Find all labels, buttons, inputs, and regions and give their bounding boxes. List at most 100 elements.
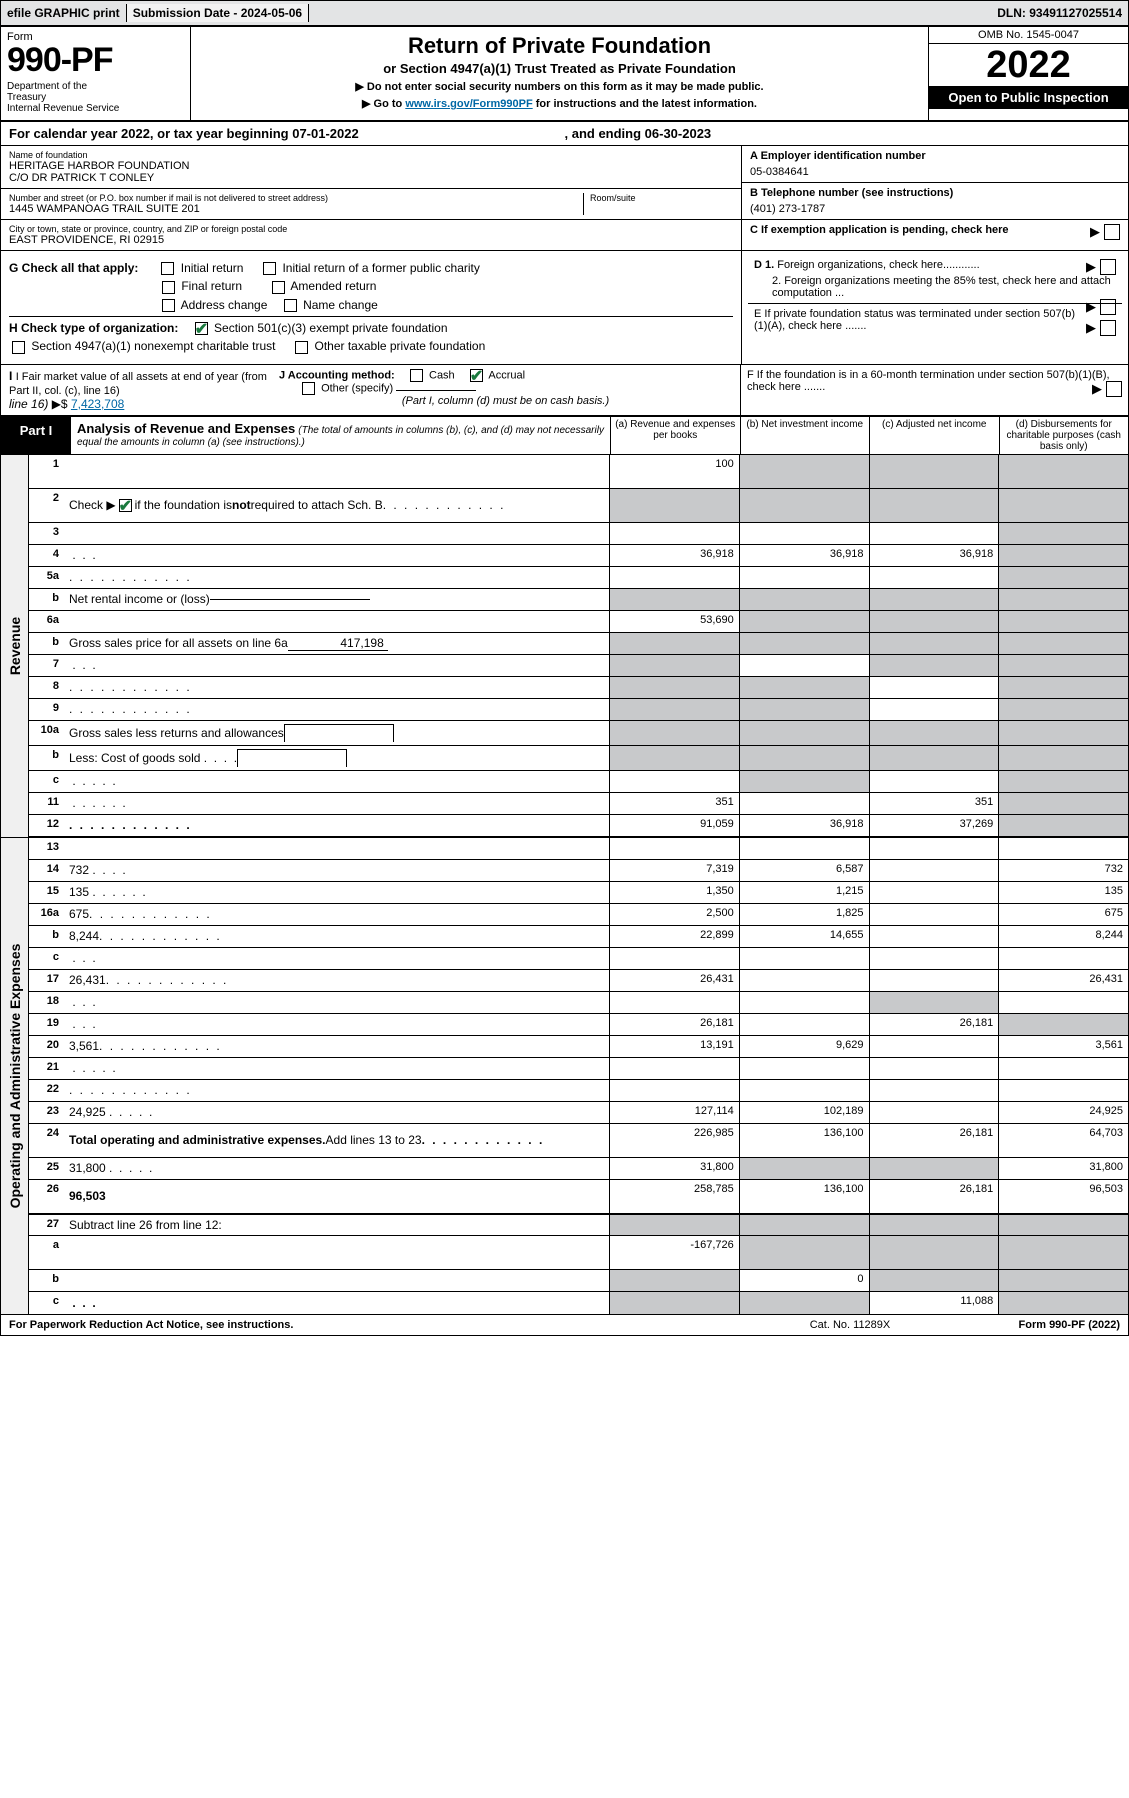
arrow-icon: ▶ [1090, 224, 1100, 240]
row-27c: c . . .11,088 [29, 1292, 1128, 1314]
dln: DLN: 93491127025514 [991, 4, 1128, 22]
row-27a: a-167,726 [29, 1236, 1128, 1270]
check-right: D 1. Foreign organizations, check here..… [741, 251, 1128, 364]
accrual-chk[interactable] [470, 369, 483, 382]
row-7: 7 . . . [29, 655, 1128, 677]
row-10a: 10aGross sales less returns and allowanc… [29, 721, 1128, 746]
row-20: 203,56113,1919,6293,561 [29, 1036, 1128, 1058]
form-container: Form 990-PF Department of theTreasuryInt… [0, 26, 1129, 1336]
footer-cat: Cat. No. 11289X [760, 1319, 940, 1331]
form-dept: Department of theTreasuryInternal Revenu… [7, 81, 184, 114]
footer-form: Form 990-PF (2022) [940, 1319, 1120, 1331]
f-cell: F If the foundation is in a 60-month ter… [741, 365, 1128, 415]
part1-label: Part I [1, 417, 71, 454]
amended-return-chk[interactable] [272, 281, 285, 294]
initial-former-chk[interactable] [263, 262, 276, 275]
part1-desc: Analysis of Revenue and Expenses (The to… [71, 417, 611, 454]
e-checkbox[interactable] [1100, 320, 1116, 336]
irs-link[interactable]: www.irs.gov/Form990PF [405, 98, 532, 110]
cash-chk[interactable] [410, 369, 423, 382]
tax-year: 2022 [929, 44, 1128, 86]
row-16c: c . . . [29, 948, 1128, 970]
revenue-grid: Revenue 1100 2Check ▶ if the foundation … [1, 455, 1128, 837]
form-note-2: ▶ Go to www.irs.gov/Form990PF for instru… [201, 97, 918, 110]
row-17: 1726,43126,43126,431 [29, 970, 1128, 992]
expenses-rows: 13 14732 . . . .7,3196,587732 15135 . . … [29, 838, 1128, 1314]
check-left: G Check all that apply: Initial return I… [1, 251, 741, 364]
schb-chk[interactable] [119, 499, 132, 512]
c-label: C If exemption application is pending, c… [750, 224, 1009, 236]
city-cell: City or town, state or province, country… [1, 220, 741, 250]
tax-year-end: , and ending 06-30-2023 [565, 126, 1121, 141]
d1-cell: D 1. Foreign organizations, check here..… [748, 255, 1122, 304]
c-checkbox[interactable] [1104, 224, 1120, 240]
foundation-name: HERITAGE HARBOR FOUNDATIONC/O DR PATRICK… [9, 160, 733, 184]
efile-label: efile GRAPHIC print [1, 4, 127, 22]
i-j-left: I I Fair market value of all assets at e… [1, 365, 741, 415]
check-section: G Check all that apply: Initial return I… [1, 251, 1128, 365]
title-box: Return of Private Foundation or Section … [191, 27, 928, 120]
phone-value: (401) 273-1787 [750, 203, 1120, 215]
row-2: 2Check ▶ if the foundation is not requir… [29, 489, 1128, 523]
row-13: 13 [29, 838, 1128, 860]
form-subtitle: or Section 4947(a)(1) Trust Treated as P… [201, 61, 918, 76]
open-inspection: Open to Public Inspection [929, 86, 1128, 109]
form-number: 990-PF [7, 43, 184, 77]
expenses-grid: Operating and Administrative Expenses 13… [1, 837, 1128, 1314]
fmv-value[interactable]: 7,423,708 [71, 397, 124, 411]
calendar-year-row: For calendar year 2022, or tax year begi… [1, 122, 1128, 146]
f-checkbox[interactable] [1106, 381, 1122, 397]
col-d-head: (d) Disbursements for charitable purpose… [1000, 417, 1129, 454]
ein-label: A Employer identification number [750, 150, 1120, 162]
row-16b: b8,24422,89914,6558,244 [29, 926, 1128, 948]
name-change-chk[interactable] [284, 299, 297, 312]
501c3-chk[interactable] [195, 322, 208, 335]
name-label: Name of foundation [9, 150, 733, 160]
foundation-name-cell: Name of foundation HERITAGE HARBOR FOUND… [1, 146, 741, 189]
ein-value: 05-0384641 [750, 166, 1120, 178]
g-row-3: Address change Name change [9, 298, 733, 312]
address-change-chk[interactable] [162, 299, 175, 312]
row-4: 4 . . .36,91836,91836,918 [29, 545, 1128, 567]
other-spec-chk[interactable] [302, 382, 315, 395]
row-8: 8 [29, 677, 1128, 699]
row-19: 19 . . .26,18126,181 [29, 1014, 1128, 1036]
final-return-chk[interactable] [162, 281, 175, 294]
tax-year-begin: For calendar year 2022, or tax year begi… [9, 126, 565, 141]
h-row: H Check type of organization: Section 50… [9, 316, 733, 335]
row-15: 15135 . . . . . .1,3501,215135 [29, 882, 1128, 904]
year-box: OMB No. 1545-0047 2022 Open to Public In… [928, 27, 1128, 120]
d2-text: 2. Foreign organizations meeting the 85%… [754, 275, 1116, 299]
omb-number: OMB No. 1545-0047 [929, 27, 1128, 44]
row-27: 27Subtract line 26 from line 12: [29, 1214, 1128, 1236]
row-25: 2531,800 . . . . .31,80031,800 [29, 1158, 1128, 1180]
row-27b: b0 [29, 1270, 1128, 1292]
row-14: 14732 . . . .7,3196,587732 [29, 860, 1128, 882]
row-12: 1291,05936,91837,269 [29, 815, 1128, 837]
row-11: 11 . . . . . .351351 [29, 793, 1128, 815]
j-cell: J Accounting method: Cash Accrual Other … [279, 369, 732, 407]
4947-chk[interactable] [12, 341, 25, 354]
row-22: 22 [29, 1080, 1128, 1102]
identity-left: Name of foundation HERITAGE HARBOR FOUND… [1, 146, 741, 250]
i-j-row: I I Fair market value of all assets at e… [1, 365, 740, 415]
other-taxable-chk[interactable] [295, 341, 308, 354]
row-26: 2696,503258,785136,10026,18196,503 [29, 1180, 1128, 1214]
d1-checkbox[interactable] [1100, 259, 1116, 275]
initial-return-chk[interactable] [161, 262, 174, 275]
g-row: G Check all that apply: Initial return I… [9, 261, 733, 275]
row-10c: c . . . . . [29, 771, 1128, 793]
row-6b: bGross sales price for all assets on lin… [29, 633, 1128, 655]
g-label: G Check all that apply: [9, 261, 138, 275]
j-note: (Part I, column (d) must be on cash basi… [279, 395, 732, 407]
row-24: 24Total operating and administrative exp… [29, 1124, 1128, 1158]
d2-checkbox[interactable] [1100, 299, 1116, 315]
identity-section: Name of foundation HERITAGE HARBOR FOUND… [1, 146, 1128, 251]
h-row-2: Section 4947(a)(1) nonexempt charitable … [9, 339, 733, 353]
footer-paperwork: For Paperwork Reduction Act Notice, see … [9, 1319, 760, 1331]
row-23: 2324,925 . . . . .127,114102,18924,925 [29, 1102, 1128, 1124]
row-9: 9 [29, 699, 1128, 721]
row-21: 21 . . . . . [29, 1058, 1128, 1080]
addr-value: 1445 WAMPANOAG TRAIL SUITE 201 [9, 203, 583, 215]
c-pending-cell: C If exemption application is pending, c… [742, 220, 1128, 240]
